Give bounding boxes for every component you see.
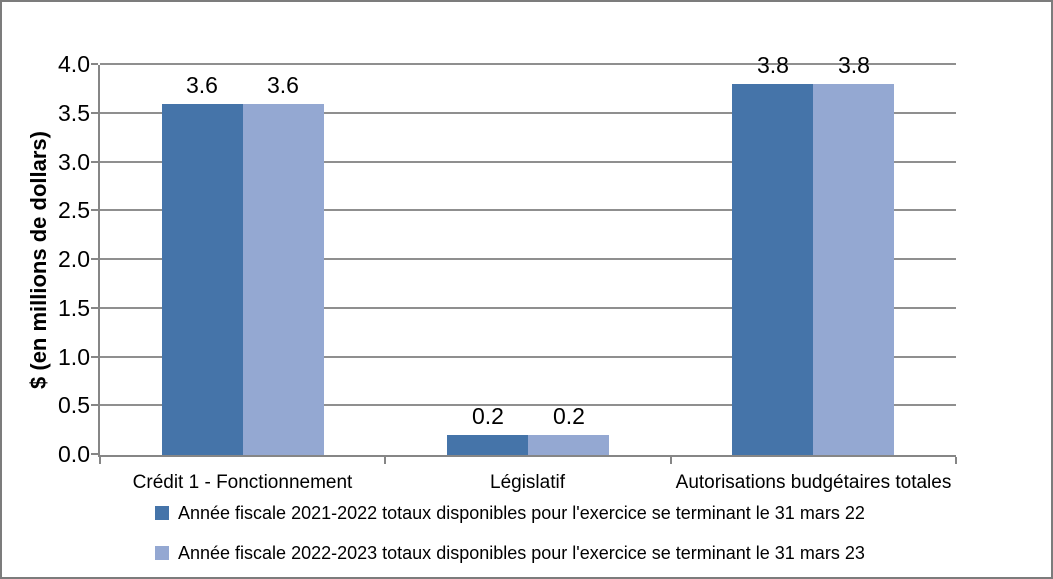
x-axis-line (98, 455, 956, 457)
gridline (100, 209, 956, 212)
y-tick-label: 0.0 (58, 441, 90, 467)
gridline (100, 258, 956, 260)
y-axis-tick (91, 453, 98, 455)
x-axis-tick (955, 457, 957, 464)
x-axis-tick (670, 457, 672, 464)
category-label: Crédit 1 - Fonctionnement (132, 472, 353, 493)
gridline (100, 306, 956, 309)
x-axis-tick (99, 457, 101, 464)
bar-data-label: 3.8 (838, 52, 870, 78)
legend-item: Année fiscale 2022-2023 totaux disponibl… (155, 540, 865, 566)
bar-data-label: 3.6 (186, 72, 218, 98)
bar-series1 (732, 84, 813, 455)
gridline (100, 63, 956, 65)
gridline (100, 404, 956, 407)
gridline (100, 160, 956, 163)
category-label: Autorisations budgétaires totales (675, 472, 952, 493)
x-axis-tick (384, 457, 386, 464)
bar-data-label: 3.6 (267, 72, 299, 98)
y-tick-label: 1.0 (58, 343, 90, 370)
y-axis-tick (91, 209, 98, 212)
legend-swatch-icon (155, 546, 169, 560)
y-tick-label: 0.5 (58, 392, 90, 419)
category-label: Législatif (490, 472, 565, 493)
gridline (100, 111, 956, 114)
y-tick-label: 2.0 (58, 246, 90, 272)
legend-swatch-icon (155, 506, 169, 520)
bar-data-label: 0.2 (472, 403, 504, 429)
bar-data-label: 0.2 (553, 403, 585, 429)
legend: Année fiscale 2021-2022 totaux disponibl… (155, 500, 865, 577)
y-axis-line (98, 65, 100, 457)
y-tick-label: 2.5 (58, 197, 90, 224)
y-tick-label: 4.0 (58, 51, 90, 77)
y-tick-label: 3.0 (58, 148, 90, 175)
gridline (100, 355, 956, 358)
legend-item: Année fiscale 2021-2022 totaux disponibl… (155, 500, 865, 526)
bar-series2 (813, 84, 894, 455)
bar-data-label: 3.8 (757, 52, 789, 78)
y-axis-tick (91, 160, 98, 163)
y-axis-tick (91, 63, 98, 65)
bar-series1 (162, 104, 243, 455)
y-axis-tick (91, 111, 98, 114)
legend-label: Année fiscale 2022-2023 totaux disponibl… (178, 542, 865, 563)
bar-series2 (528, 435, 609, 455)
y-axis-tick (91, 258, 98, 260)
y-axis-tick (91, 306, 98, 309)
y-axis-tick (91, 404, 98, 407)
y-tick-label: 3.5 (58, 99, 90, 126)
y-tick-label: 1.5 (58, 294, 90, 321)
y-axis-tick (91, 355, 98, 358)
bar-series2 (243, 104, 324, 455)
legend-label: Année fiscale 2021-2022 totaux disponibl… (178, 502, 865, 523)
bar-series1 (447, 435, 528, 455)
